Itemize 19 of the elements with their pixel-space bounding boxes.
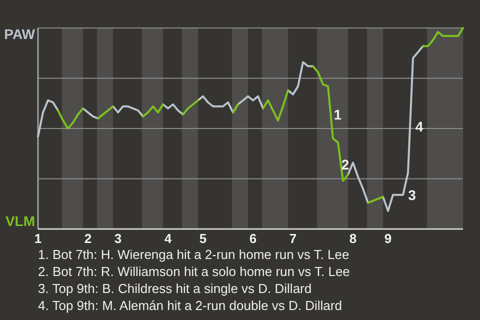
- x-tick-label: 8: [349, 231, 357, 246]
- x-tick-label: 6: [249, 231, 257, 246]
- annotation: 4: [415, 118, 424, 134]
- x-tick-label: 3: [114, 231, 122, 246]
- text: 2. Bot 7th: R. Williamson hit a solo home run vs T. Lee: [38, 264, 350, 279]
- text: 3. Top 9th: B. Childress hit a single vs D. Dillard: [38, 281, 312, 296]
- x-tick-label: 4: [164, 231, 172, 246]
- annotation: 2: [341, 156, 350, 173]
- text: PAW: [4, 26, 36, 42]
- x-tick-label: 1: [34, 231, 42, 246]
- annotation: 3: [408, 186, 416, 203]
- text: VLM: [5, 213, 35, 229]
- text: 4. Top 9th: M. Alemán hit a 2-run double vs D. Dillard: [38, 298, 342, 313]
- x-tick-label: 5: [199, 231, 207, 246]
- x-tick-label: 7: [289, 231, 297, 246]
- x-tick-label: 2: [84, 231, 92, 246]
- x-tick-label: 9: [384, 231, 392, 246]
- annotation: 1: [334, 106, 342, 122]
- text: 1. Bot 7th: H. Wierenga hit a 2-run home run vs T. Lee: [38, 247, 350, 262]
